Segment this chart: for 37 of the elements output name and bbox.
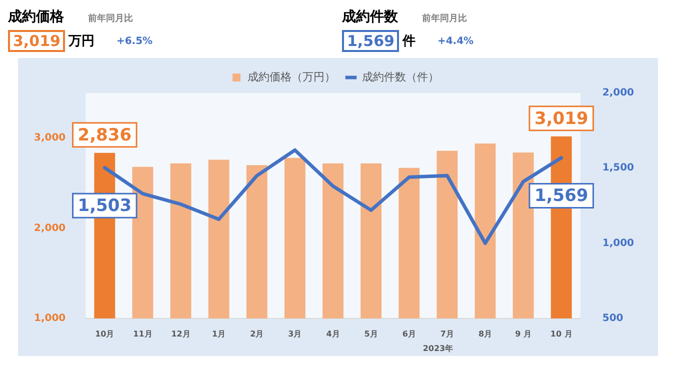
text: 前年同月比 xyxy=(422,12,467,25)
legend-label: 成約価格（万円） xyxy=(248,70,336,84)
x-tick-label: 8月 xyxy=(478,329,492,338)
y2-tick-label: 500 xyxy=(602,312,624,324)
x-tick-label: 3月 xyxy=(288,329,302,338)
data-label: 1,503 xyxy=(78,196,132,216)
text: 1,569 xyxy=(342,30,400,52)
x-tick-label: 7月 xyxy=(440,329,454,338)
legend-label: 成約件数（件） xyxy=(362,70,439,84)
x-tick-label: 5月 xyxy=(364,329,378,338)
y2-tick-label: 2,000 xyxy=(602,88,634,99)
data-label: 1,569 xyxy=(534,186,588,206)
text: 件 xyxy=(402,33,416,50)
text: +4.4% xyxy=(437,36,474,46)
x-tick-label: 9 月 xyxy=(515,329,532,338)
y2-tick-label: 1,000 xyxy=(602,238,634,249)
x-tick-label: 11月 xyxy=(133,329,152,338)
x-tick-label: 4月 xyxy=(326,329,340,338)
y-tick-label: 1,000 xyxy=(34,312,66,324)
x-tick-label: 6月 xyxy=(402,329,416,338)
x-tick-label: 10 月 xyxy=(550,329,572,338)
text: +6.5% xyxy=(116,36,153,46)
x-tick-label: 1月 xyxy=(212,329,226,338)
x-tick-label: 10月 xyxy=(95,329,114,338)
data-label: 3,019 xyxy=(534,108,588,129)
y-tick-label: 3,000 xyxy=(34,132,66,144)
x-tick-label: 2月 xyxy=(250,329,264,338)
data-label: 2,836 xyxy=(78,125,132,146)
y-tick-label: 2,000 xyxy=(34,222,66,234)
text: 成約価格 xyxy=(8,8,64,26)
text: 2023年 xyxy=(422,343,454,354)
text: 成約件数 xyxy=(342,8,398,26)
x-tick-label: 12月 xyxy=(171,329,190,338)
text: 3,019 xyxy=(8,30,66,52)
y2-tick-label: 1,500 xyxy=(602,162,634,174)
text: 万円 xyxy=(68,33,94,50)
text: 前年同月比 xyxy=(88,12,133,25)
